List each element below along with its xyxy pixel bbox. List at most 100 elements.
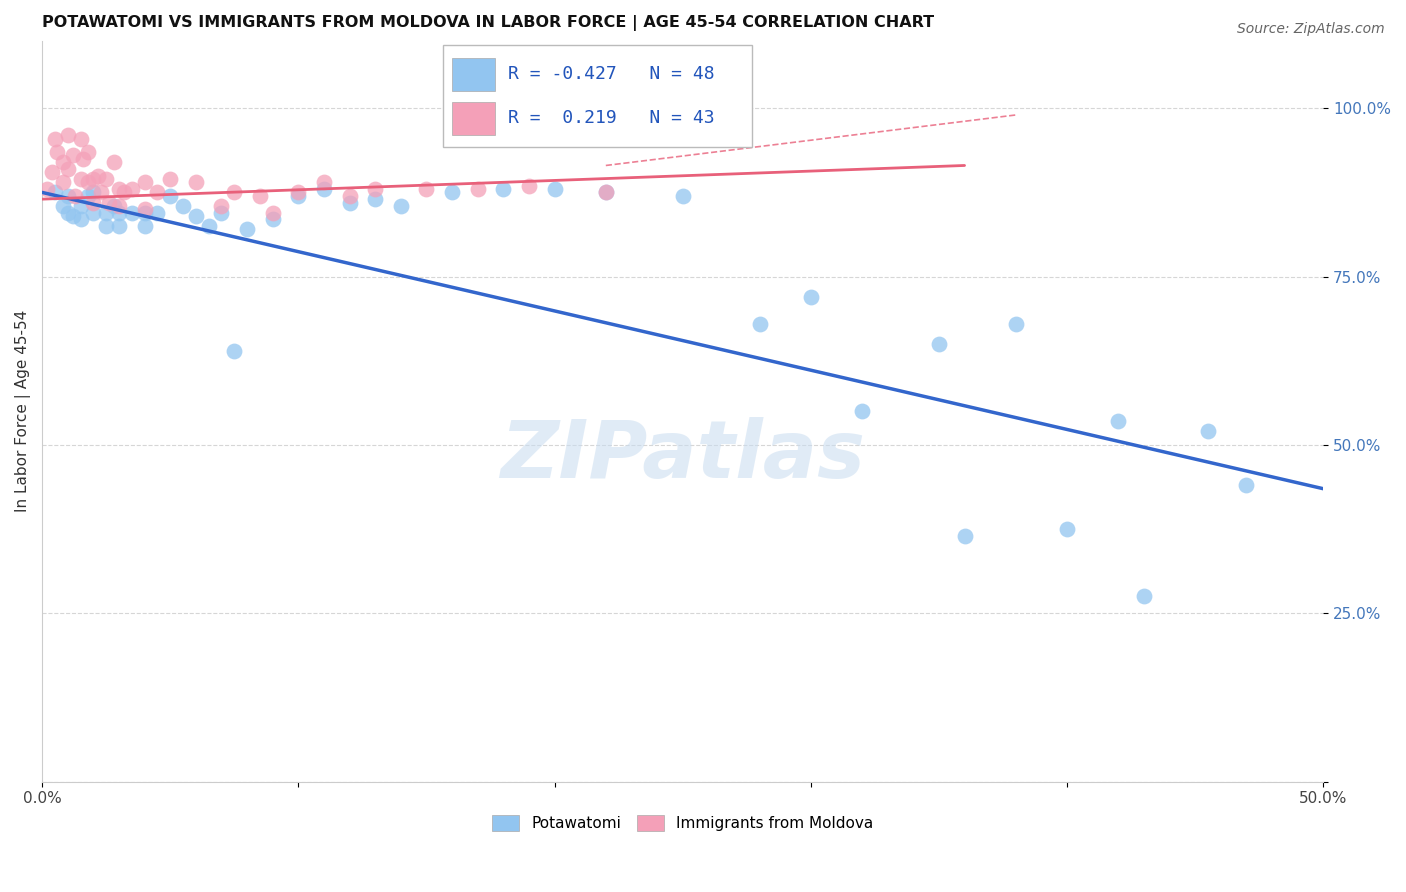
Point [96, 205, 118, 219]
Point [97, 195, 120, 210]
Point [62, 209, 84, 223]
Point [159, 172, 181, 186]
FancyBboxPatch shape [453, 102, 495, 135]
Point [928, 337, 950, 351]
Point [96, 219, 118, 233]
Point [82, 205, 104, 219]
Point [953, 529, 976, 543]
Point [134, 202, 156, 217]
Point [44, 131, 66, 145]
Point [112, 186, 135, 200]
FancyBboxPatch shape [443, 45, 752, 147]
Point [364, 192, 387, 206]
Point [312, 182, 335, 196]
Point [146, 205, 169, 219]
Point [1107, 414, 1129, 428]
Point [121, 205, 143, 219]
Text: R = -0.427   N = 48: R = -0.427 N = 48 [508, 65, 714, 83]
Text: R =  0.219   N = 43: R = 0.219 N = 43 [508, 110, 714, 128]
Point [1004, 317, 1026, 331]
Point [172, 199, 194, 213]
FancyBboxPatch shape [453, 58, 495, 91]
Point [146, 186, 169, 200]
Point [543, 182, 565, 196]
Text: ZIPatlas: ZIPatlas [501, 417, 865, 495]
Point [77, 175, 100, 189]
Point [108, 205, 131, 219]
Point [339, 188, 361, 202]
Point [595, 186, 617, 200]
Point [82, 186, 104, 200]
Point [52, 155, 75, 169]
Point [69, 172, 91, 186]
Point [69, 199, 91, 213]
Legend: Potawatomi, Immigrants from Moldova: Potawatomi, Immigrants from Moldova [485, 809, 880, 837]
Point [224, 186, 246, 200]
Text: POTAWATOMI VS IMMIGRANTS FROM MOLDOVA IN LABOR FORCE | AGE 45-54 CORRELATION CHA: POTAWATOMI VS IMMIGRANTS FROM MOLDOVA IN… [42, 15, 934, 31]
Point [236, 222, 259, 236]
Point [90, 186, 112, 200]
Point [52, 199, 75, 213]
Point [82, 172, 104, 186]
Point [287, 188, 309, 202]
Point [211, 205, 233, 219]
Point [103, 199, 125, 213]
Point [108, 182, 131, 196]
Point [121, 182, 143, 196]
Point [65, 188, 87, 202]
Point [262, 212, 284, 227]
Text: Source: ZipAtlas.com: Source: ZipAtlas.com [1237, 22, 1385, 37]
Point [56, 205, 79, 219]
Point [312, 175, 335, 189]
Point [287, 186, 309, 200]
Point [1056, 522, 1078, 536]
Point [69, 131, 91, 145]
Point [389, 199, 412, 213]
Point [46, 145, 69, 159]
Point [44, 186, 66, 200]
Point [69, 212, 91, 227]
Point [159, 188, 181, 202]
Point [62, 148, 84, 162]
Point [52, 175, 75, 189]
Point [249, 188, 271, 202]
Point [224, 343, 246, 358]
Point [184, 209, 207, 223]
Point [82, 195, 104, 210]
Point [262, 205, 284, 219]
Point [1234, 478, 1257, 492]
Point [108, 199, 131, 213]
Point [415, 182, 437, 196]
Point [1197, 425, 1219, 439]
Point [37, 182, 59, 196]
Point [108, 219, 131, 233]
Point [134, 175, 156, 189]
Point [96, 172, 118, 186]
Point [492, 182, 515, 196]
Point [134, 205, 156, 219]
Point [87, 169, 110, 183]
Point [672, 188, 695, 202]
Point [77, 188, 100, 202]
Point [56, 128, 79, 143]
Point [56, 161, 79, 176]
Point [517, 178, 540, 193]
Point [1133, 590, 1156, 604]
Point [211, 199, 233, 213]
Point [184, 175, 207, 189]
Point [41, 165, 63, 179]
Point [197, 219, 219, 233]
Point [56, 188, 79, 202]
Point [748, 317, 770, 331]
Point [467, 182, 489, 196]
Point [441, 186, 464, 200]
Point [103, 155, 125, 169]
Point [134, 219, 156, 233]
Point [800, 290, 823, 304]
Point [851, 404, 873, 418]
Point [339, 195, 361, 210]
Point [595, 186, 617, 200]
Point [72, 152, 94, 166]
Point [364, 182, 387, 196]
Y-axis label: In Labor Force | Age 45-54: In Labor Force | Age 45-54 [15, 310, 31, 512]
